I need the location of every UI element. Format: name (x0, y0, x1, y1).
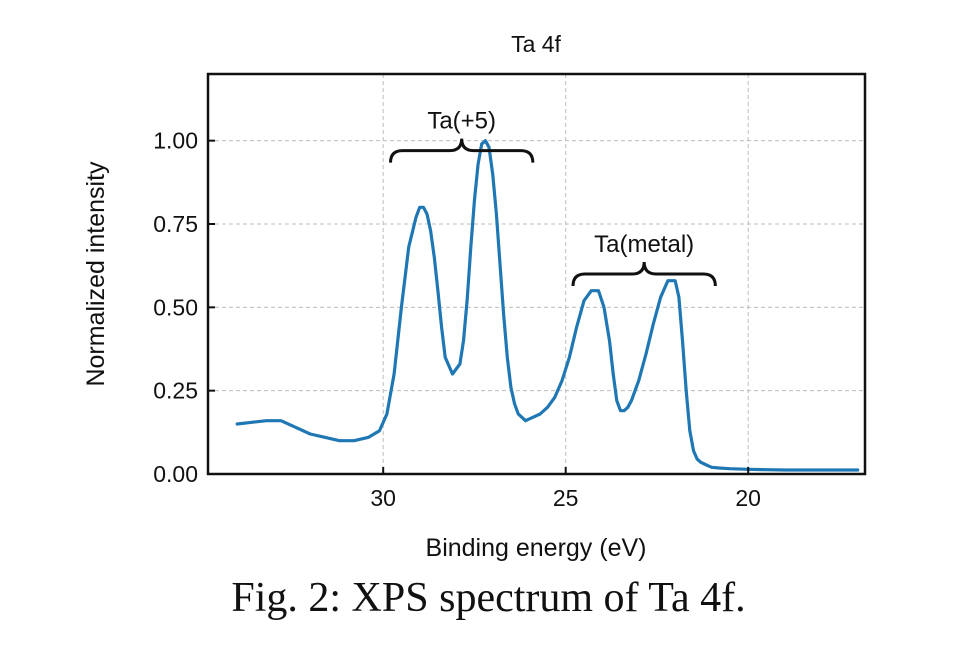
series-layer (235, 139, 860, 472)
plot-frame (206, 72, 867, 476)
xps-chart: Ta(+5) Ta(metal) 0.00 0.25 0.50 0.75 1.00 30 25… (82, 31, 867, 562)
x-axis-label: Binding energy (eV) (426, 534, 647, 562)
y-tick-label: 0.75 (153, 211, 198, 237)
x-tick-label: 30 (370, 485, 396, 511)
series-line (235, 139, 860, 472)
y-tick-label: 0.00 (153, 461, 198, 487)
figure-caption: Fig. 2: XPS spectrum of Ta 4f. (231, 575, 746, 621)
x-tick-label: 25 (553, 485, 579, 511)
ticks: 0.00 0.25 0.50 0.75 1.00 30 25 20 (153, 128, 761, 511)
annotations: Ta(+5) Ta(metal) (389, 108, 717, 287)
x-tick-label: 20 (735, 485, 761, 511)
annotation-bracket (389, 138, 535, 163)
annotation-label: Ta(+5) (427, 108, 496, 135)
y-axis-label: Normalized intensity (82, 161, 110, 387)
y-tick-label: 0.50 (153, 294, 198, 320)
chart-title: Ta 4f (511, 31, 561, 57)
annotation-bracket (571, 261, 717, 287)
y-tick-label: 0.25 (153, 378, 198, 404)
annotation-label: Ta(metal) (594, 231, 694, 258)
y-tick-label: 1.00 (153, 128, 198, 154)
